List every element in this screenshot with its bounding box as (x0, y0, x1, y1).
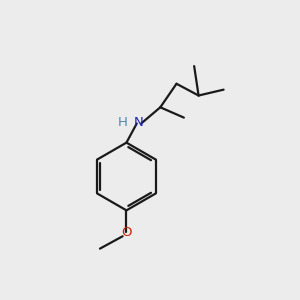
Text: O: O (121, 226, 132, 239)
Text: N: N (133, 116, 143, 128)
Text: H: H (118, 116, 128, 128)
